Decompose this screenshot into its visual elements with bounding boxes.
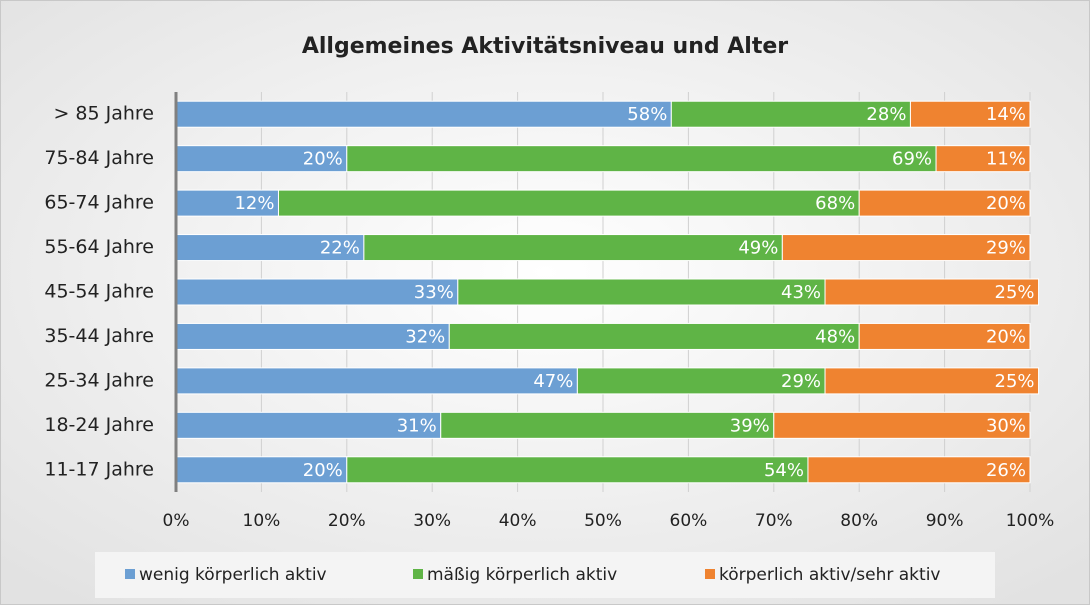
y-tick-label: 75-84 Jahre bbox=[44, 147, 154, 169]
bar-segment bbox=[670, 100, 911, 128]
x-tick-label: 90% bbox=[926, 511, 964, 531]
data-label: 12% bbox=[234, 193, 274, 214]
data-label: 20% bbox=[303, 149, 343, 170]
data-label: 25% bbox=[995, 282, 1035, 303]
data-label: 30% bbox=[986, 415, 1026, 436]
data-label: 48% bbox=[815, 326, 855, 347]
data-label: 11% bbox=[986, 149, 1026, 170]
data-label: 14% bbox=[986, 104, 1026, 125]
bar-segment bbox=[346, 456, 809, 484]
bar-segment bbox=[773, 411, 1031, 439]
data-label: 26% bbox=[986, 460, 1026, 481]
bar-segment bbox=[175, 278, 459, 306]
bar-segment bbox=[909, 100, 1031, 128]
bar-segment bbox=[175, 456, 348, 484]
x-tick-label: 50% bbox=[584, 511, 622, 531]
x-tick-label: 30% bbox=[413, 511, 451, 531]
bar-segment bbox=[175, 145, 348, 173]
data-label: 39% bbox=[730, 415, 770, 436]
legend-label: wenig körperlich aktiv bbox=[139, 565, 327, 585]
x-tick-label: 10% bbox=[243, 511, 281, 531]
data-label: 29% bbox=[986, 238, 1026, 259]
y-tick-label: > 85 Jahre bbox=[53, 103, 154, 125]
y-tick-label: 65-74 Jahre bbox=[44, 192, 154, 214]
data-label: 20% bbox=[986, 193, 1026, 214]
bar-segment bbox=[175, 411, 442, 439]
bar-segment bbox=[448, 322, 860, 350]
bar-segment bbox=[824, 367, 1040, 395]
data-label: 33% bbox=[414, 282, 454, 303]
bar-segment bbox=[807, 456, 1031, 484]
bar-segment bbox=[346, 145, 937, 173]
legend-swatch bbox=[125, 569, 135, 579]
y-tick-label: 11-17 Jahre bbox=[44, 458, 154, 480]
data-label: 29% bbox=[781, 371, 821, 392]
data-label: 47% bbox=[533, 371, 573, 392]
bar-segment bbox=[363, 234, 783, 262]
y-tick-label: 45-54 Jahre bbox=[44, 281, 154, 303]
bar-segment bbox=[175, 367, 578, 395]
data-label: 25% bbox=[995, 371, 1035, 392]
bar-segment bbox=[175, 100, 672, 128]
bar-segment bbox=[824, 278, 1040, 306]
data-label: 68% bbox=[815, 193, 855, 214]
y-tick-label: 25-34 Jahre bbox=[44, 369, 154, 391]
y-tick-label: 35-44 Jahre bbox=[44, 325, 154, 347]
data-label: 69% bbox=[892, 149, 932, 170]
bar-segment bbox=[457, 278, 826, 306]
x-tick-label: 60% bbox=[670, 511, 708, 531]
data-label: 43% bbox=[781, 282, 821, 303]
data-label: 32% bbox=[405, 326, 445, 347]
x-tick-label: 100% bbox=[1006, 511, 1055, 531]
bar-segment bbox=[858, 322, 1031, 350]
bar-segment bbox=[935, 145, 1031, 173]
data-label: 58% bbox=[627, 104, 667, 125]
legend-box bbox=[95, 552, 995, 598]
bar-segment bbox=[440, 411, 775, 439]
bar-segment bbox=[576, 367, 826, 395]
chart-title: Allgemeines Aktivitätsniveau und Alter bbox=[302, 34, 788, 59]
data-label: 54% bbox=[764, 460, 804, 481]
legend-label: körperlich aktiv/sehr aktiv bbox=[719, 565, 940, 585]
x-tick-label: 70% bbox=[755, 511, 793, 531]
legend-label: mäßig körperlich aktiv bbox=[427, 565, 617, 585]
x-tick-label: 80% bbox=[840, 511, 878, 531]
x-tick-label: 20% bbox=[328, 511, 366, 531]
bar-segment bbox=[858, 189, 1031, 217]
legend-swatch bbox=[413, 569, 423, 579]
x-tick-label: 0% bbox=[163, 511, 190, 531]
data-label: 20% bbox=[986, 326, 1026, 347]
bar-segment bbox=[781, 234, 1031, 262]
legend-swatch bbox=[705, 569, 715, 579]
data-label: 28% bbox=[866, 104, 906, 125]
x-tick-label: 40% bbox=[499, 511, 537, 531]
y-tick-label: 55-64 Jahre bbox=[44, 236, 154, 258]
data-label: 49% bbox=[738, 238, 778, 259]
bar-segment bbox=[277, 189, 860, 217]
data-label: 20% bbox=[303, 460, 343, 481]
data-label: 31% bbox=[397, 415, 437, 436]
y-tick-label: 18-24 Jahre bbox=[44, 414, 154, 436]
data-label: 22% bbox=[320, 238, 360, 259]
